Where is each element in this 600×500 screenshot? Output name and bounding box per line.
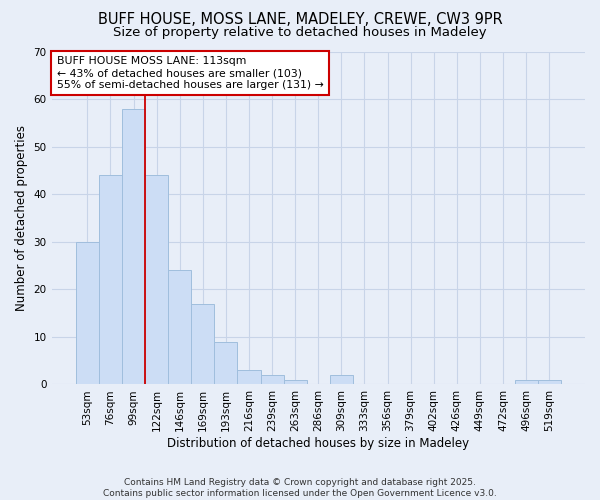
Y-axis label: Number of detached properties: Number of detached properties [15,125,28,311]
Bar [168,270,191,384]
Bar [122,108,145,384]
Text: Contains HM Land Registry data © Crown copyright and database right 2025.
Contai: Contains HM Land Registry data © Crown c… [103,478,497,498]
Bar [76,242,99,384]
Bar [145,175,168,384]
Text: Size of property relative to detached houses in Madeley: Size of property relative to detached ho… [113,26,487,39]
Bar [99,175,122,384]
Bar [238,370,260,384]
Text: BUFF HOUSE, MOSS LANE, MADELEY, CREWE, CW3 9PR: BUFF HOUSE, MOSS LANE, MADELEY, CREWE, C… [98,12,502,28]
Bar [214,342,238,384]
Bar [330,375,353,384]
Text: BUFF HOUSE MOSS LANE: 113sqm
← 43% of detached houses are smaller (103)
55% of s: BUFF HOUSE MOSS LANE: 113sqm ← 43% of de… [57,56,323,90]
Bar [515,380,538,384]
Bar [284,380,307,384]
X-axis label: Distribution of detached houses by size in Madeley: Distribution of detached houses by size … [167,437,469,450]
Bar [260,375,284,384]
Bar [538,380,561,384]
Bar [191,304,214,384]
